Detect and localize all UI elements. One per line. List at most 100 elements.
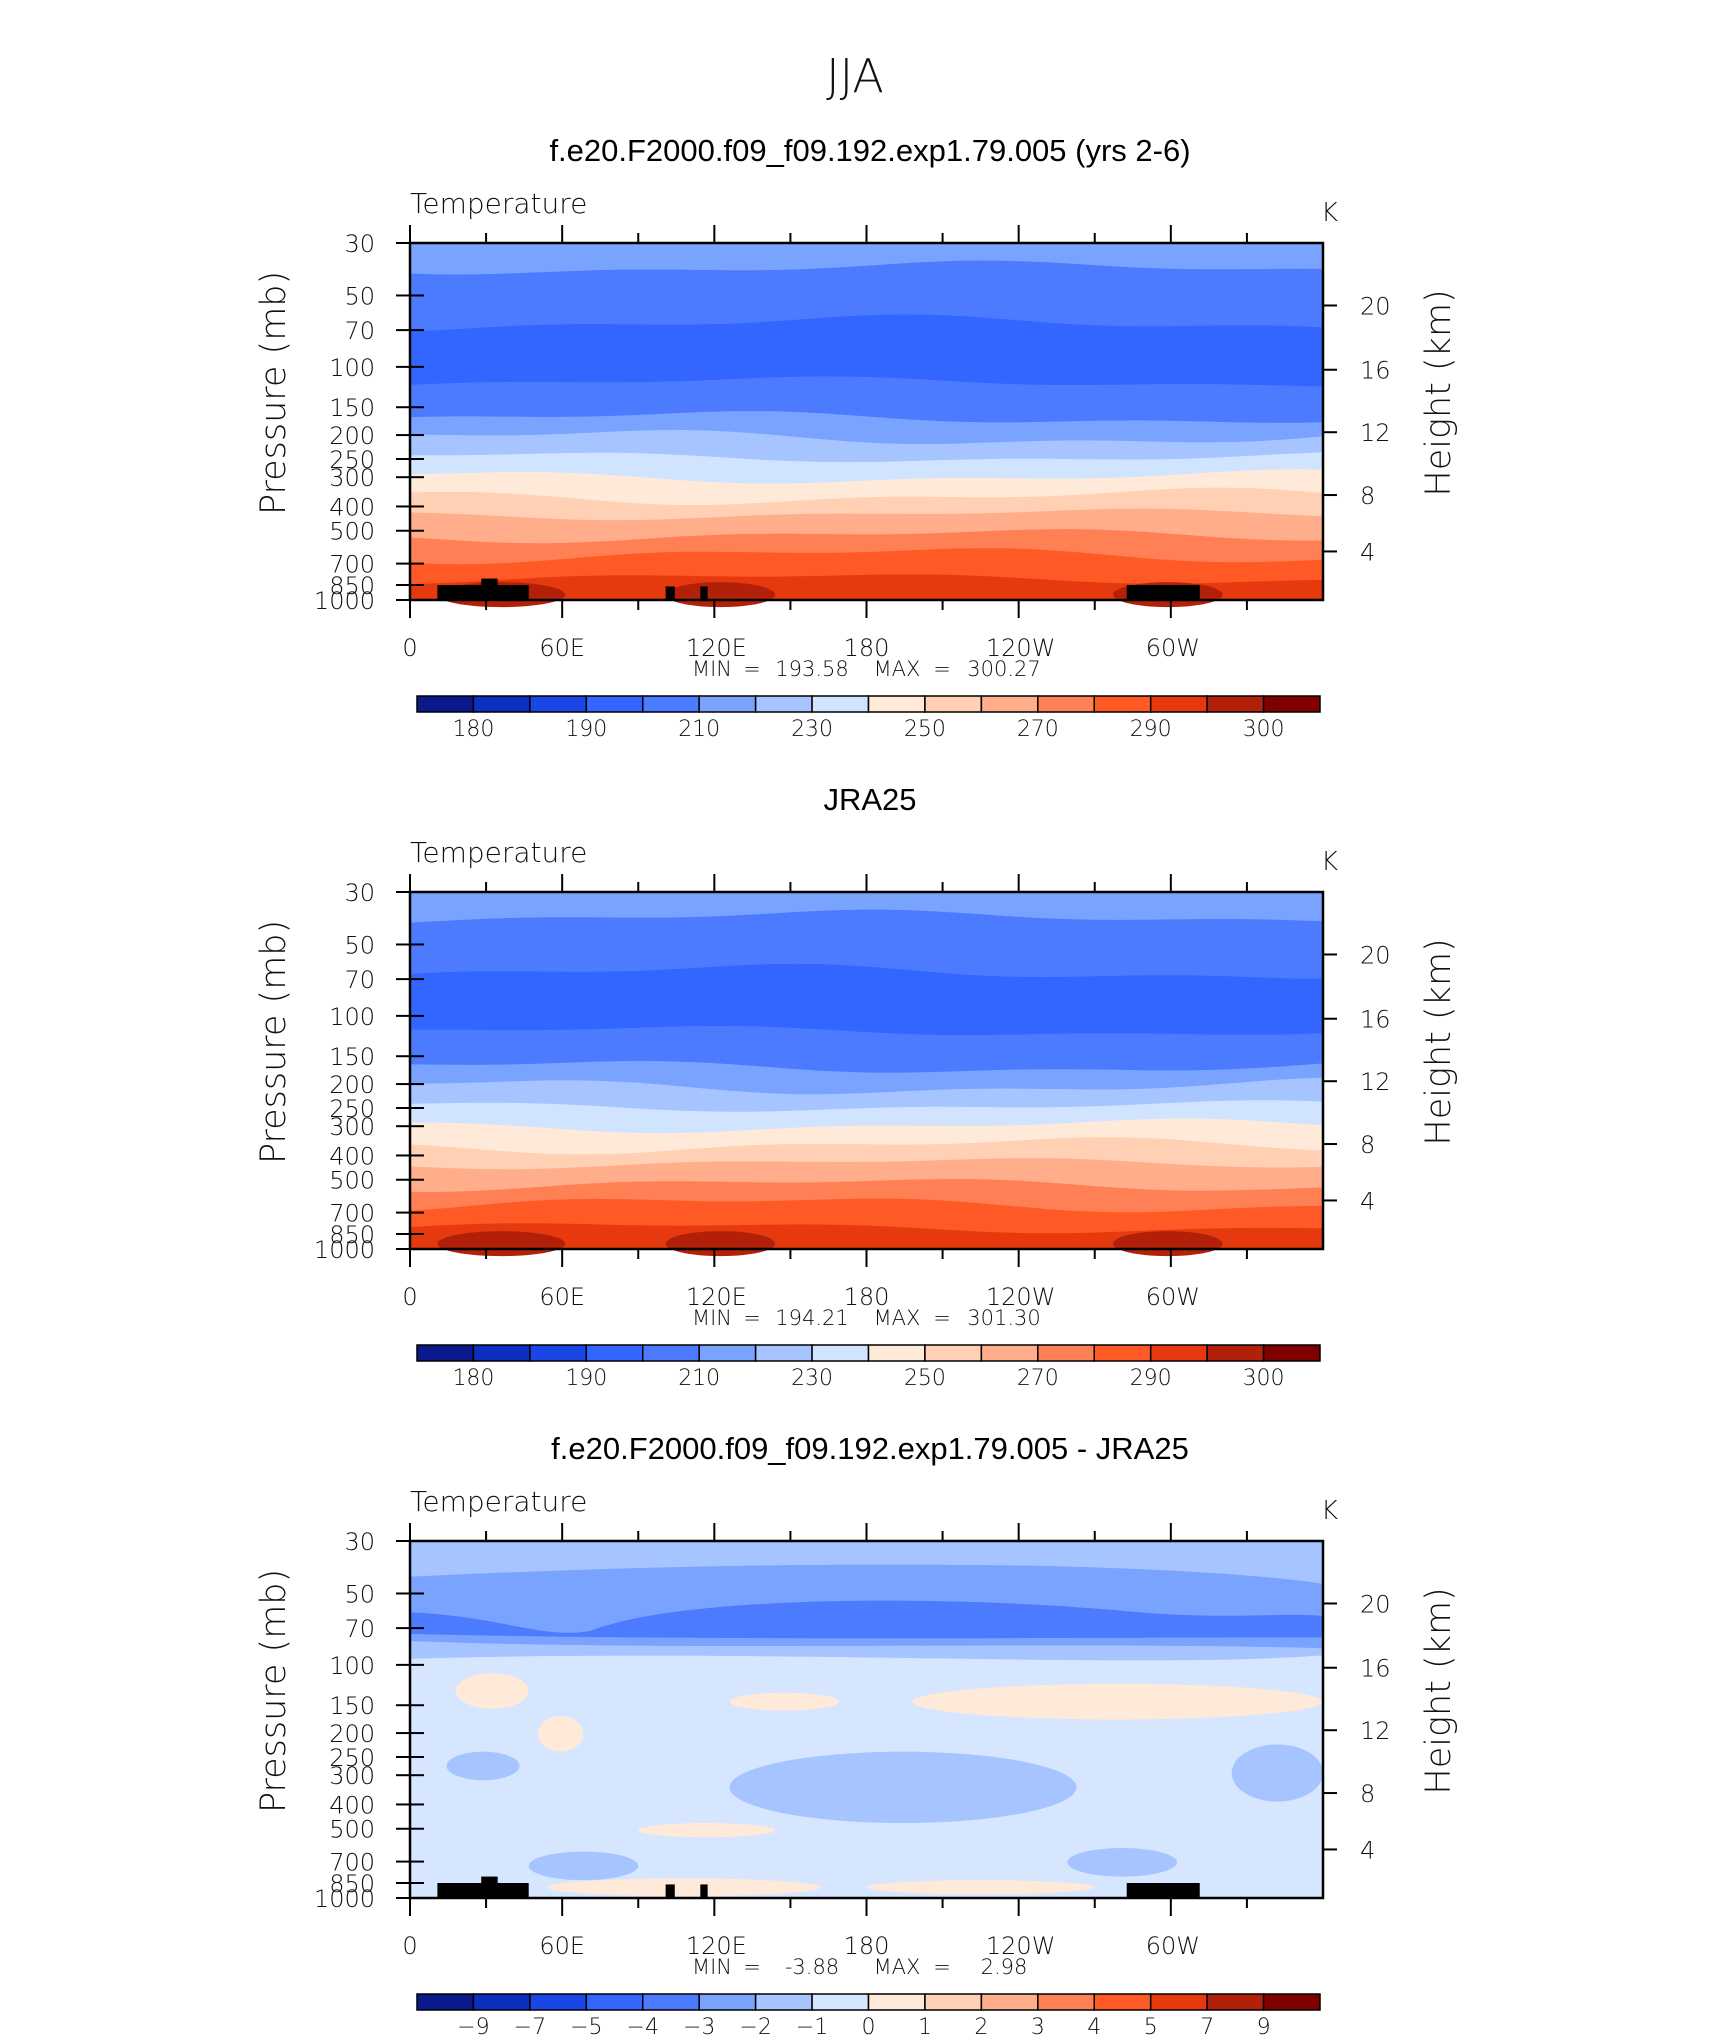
colorbar-box — [1037, 1993, 1095, 2011]
x-tick-label: 120E — [686, 1932, 747, 1960]
colorbar-label: 290 — [1130, 717, 1172, 742]
y-tick-label: 100 — [329, 1003, 375, 1031]
y-tick-label: 30 — [344, 230, 375, 258]
contour-band — [537, 1715, 584, 1752]
x-tick-label: 180 — [844, 1932, 890, 1960]
colorbar-box — [1262, 695, 1321, 713]
topography-mask — [665, 1884, 675, 1898]
topography-mask — [481, 1876, 498, 1898]
contour-band — [866, 1880, 1095, 1895]
colorbar-box — [811, 1993, 870, 2011]
contour-band — [410, 574, 1323, 600]
stat-min-value: 194.21 — [775, 1306, 848, 1330]
colorbar-box — [1037, 1344, 1095, 1362]
x-tick-label: 60E — [539, 634, 585, 662]
contour-band — [410, 1600, 1323, 1639]
x-tick-label: 120W — [986, 1283, 1056, 1311]
colorbar-label: 270 — [1017, 717, 1059, 742]
y-tick-label: 850 — [329, 1221, 375, 1249]
colorbar-label: 0 — [862, 2015, 876, 2038]
colorbar-box — [867, 695, 926, 713]
y-tick-label: 400 — [329, 1142, 375, 1170]
y-tick-label: 1000 — [314, 587, 375, 615]
y-tick-label: 850 — [329, 1870, 375, 1898]
colorbar-box — [1206, 1344, 1265, 1362]
y-tick-label: 300 — [329, 1762, 375, 1790]
y-tick-label: 500 — [329, 518, 375, 546]
topography-mask — [1126, 585, 1200, 600]
y-tick-label: 200 — [329, 422, 375, 450]
x-tick-label: 60W — [1146, 634, 1200, 662]
colorbar-box — [416, 1993, 475, 2011]
contour-band — [455, 1673, 529, 1709]
contour-band — [665, 582, 776, 608]
y-tick-label: 70 — [344, 317, 375, 345]
colorbar-box — [1149, 1344, 1208, 1362]
x-tick-label: 120E — [686, 634, 747, 662]
colorbar-label: 300 — [1243, 1366, 1285, 1391]
variable-label: Temperature — [410, 836, 587, 869]
y2-tick-label: 12 — [1360, 1068, 1391, 1096]
y-tick-label: 300 — [329, 464, 375, 492]
y2-tick-label: 8 — [1360, 1780, 1375, 1808]
contour-band — [1113, 1231, 1223, 1257]
colorbar-box — [754, 1344, 813, 1362]
contour-band — [1231, 1744, 1323, 1802]
y2-tick-label: 4 — [1360, 1187, 1375, 1215]
colorbar-label: −5 — [570, 2015, 602, 2038]
panel-title: JRA25 — [823, 782, 916, 817]
colorbar-box — [1206, 1993, 1265, 2011]
y-tick-label: 100 — [329, 1652, 375, 1680]
y-tick-label: 1000 — [314, 1236, 375, 1264]
colorbar-label: −4 — [627, 2015, 659, 2038]
colorbar-box — [472, 1344, 531, 1362]
colorbar-label: −2 — [739, 2015, 771, 2038]
y-tick-label: 150 — [329, 1043, 375, 1071]
y-tick-label: 850 — [329, 572, 375, 600]
y-tick-label: 400 — [329, 493, 375, 521]
y-tick-label: 250 — [329, 1744, 375, 1772]
contour-band — [638, 1823, 776, 1838]
units-label: K — [1321, 198, 1338, 228]
y-tick-label: 200 — [329, 1071, 375, 1099]
colorbar-label: −1 — [796, 2015, 828, 2038]
y-tick-label: 70 — [344, 1615, 375, 1643]
topography-mask — [700, 1884, 708, 1898]
colorbar-label: 230 — [791, 717, 833, 742]
colorbar-box — [585, 695, 644, 713]
colorbar-box — [529, 695, 588, 713]
topography-mask — [481, 578, 498, 600]
colorbar-label: 7 — [1200, 2015, 1214, 2038]
colorbar-label: 4 — [1087, 2015, 1101, 2038]
colorbar-label: 250 — [904, 717, 946, 742]
colorbar-box — [698, 695, 757, 713]
colorbar-box — [1149, 695, 1208, 713]
colorbar-label: 5 — [1144, 2015, 1158, 2038]
y-tick-label: 700 — [329, 1849, 375, 1877]
y2-tick-label: 12 — [1360, 1717, 1391, 1745]
contour-band — [1067, 1848, 1177, 1877]
colorbar-box — [416, 695, 475, 713]
y-tick-label: 30 — [344, 1528, 375, 1556]
colorbar-box — [924, 1344, 983, 1362]
topography-mask — [665, 586, 675, 600]
stat-min-label: MIN — [692, 657, 732, 681]
colorbar-box — [529, 1344, 588, 1362]
colorbar-label: −3 — [683, 2015, 715, 2038]
y-tick-label: 200 — [329, 1720, 375, 1748]
colorbar-box — [698, 1344, 757, 1362]
y-tick-label: 250 — [329, 446, 375, 474]
colorbar-box — [472, 1993, 531, 2011]
colorbar-box — [585, 1344, 644, 1362]
x-tick-label: 120W — [986, 634, 1056, 662]
y2-tick-label: 8 — [1360, 1131, 1375, 1159]
colorbar-box — [924, 1993, 983, 2011]
y-axis-label: Pressure (mb) — [254, 920, 294, 1164]
panel-title: f.e20.F2000.f09_f09.192.exp1.79.005 - JR… — [551, 1431, 1189, 1466]
colorbar-box — [1037, 695, 1095, 713]
y2-tick-label: 4 — [1360, 538, 1375, 566]
variable-label: Temperature — [410, 1485, 587, 1518]
y-tick-label: 150 — [329, 394, 375, 422]
